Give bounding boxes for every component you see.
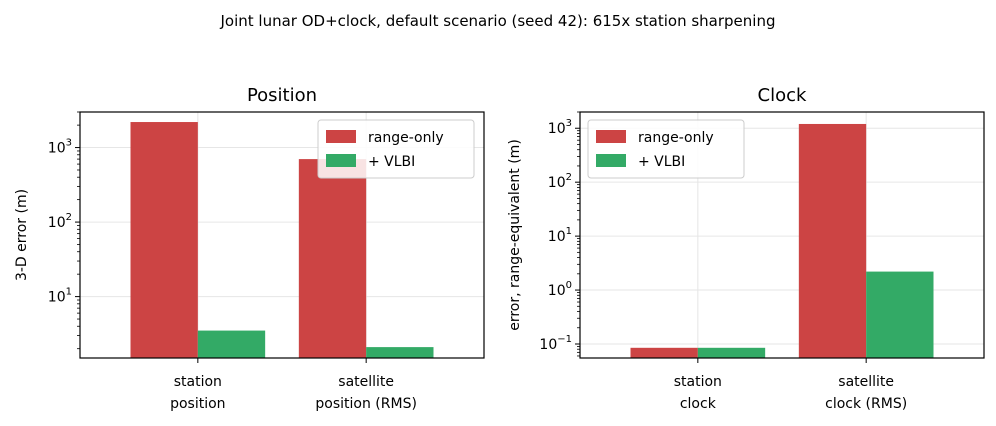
y-tick-label: 10−1 xyxy=(539,334,572,353)
y-axis-label: 3-D error (m) xyxy=(14,189,30,281)
y-tick-label: 101 xyxy=(48,287,72,306)
panel-title: Clock xyxy=(758,85,807,106)
bar-vlbi-2 xyxy=(866,271,934,358)
bar-range-only-1 xyxy=(630,347,698,358)
legend-label: range-only xyxy=(638,130,714,146)
y-tick-base: 10 xyxy=(48,290,66,306)
y-tick-base: 10 xyxy=(548,283,566,299)
x-category-label-line2: clock xyxy=(680,396,717,412)
legend: range-only + VLBI xyxy=(587,119,745,179)
y-tick-exponent: 0 xyxy=(566,280,572,291)
y-tick-base: 10 xyxy=(539,337,557,353)
x-category-label-line2: position xyxy=(170,396,225,412)
y-tick-base: 10 xyxy=(548,175,566,191)
y-tick-label: 100 xyxy=(548,280,572,299)
y-tick-label: 102 xyxy=(548,172,572,191)
bar-vlbi-1 xyxy=(697,347,766,358)
legend-swatch xyxy=(326,154,356,167)
y-tick-exponent: 1 xyxy=(66,287,72,298)
x-category-label-line1: satellite xyxy=(838,374,894,390)
axes-frame xyxy=(79,111,485,359)
y-tick-label: 103 xyxy=(548,118,572,137)
bar-vlbi-1 xyxy=(197,330,266,358)
y-axis-label: error, range-equivalent (m) xyxy=(507,139,523,331)
y-tick-base: 10 xyxy=(548,229,566,245)
bar-range-only-1 xyxy=(130,122,198,359)
legend-label: + VLBI xyxy=(638,154,685,170)
y-tick-exponent: 3 xyxy=(66,138,72,149)
x-category-label-line1: station xyxy=(174,374,222,390)
y-tick-exponent: 2 xyxy=(566,172,572,183)
legend-swatch xyxy=(326,130,356,143)
y-tick-exponent: 3 xyxy=(566,118,572,129)
chart-panel-2: 10−1100101102103stationclocksatelliteclo… xyxy=(507,85,985,412)
x-category-label-line1: station xyxy=(674,374,722,390)
y-tick-exponent: 1 xyxy=(566,226,572,237)
chart-panel-1: 101102103stationpositionsatellitepositio… xyxy=(14,85,485,412)
legend-swatch xyxy=(596,154,626,167)
y-tick-label: 101 xyxy=(548,226,572,245)
x-category-label-line2: position (RMS) xyxy=(315,396,417,412)
bar-vlbi-2 xyxy=(366,347,434,358)
legend-box xyxy=(587,119,745,179)
y-tick-exponent: −1 xyxy=(557,334,572,345)
legend-label: + VLBI xyxy=(368,154,415,170)
x-category-label-line1: satellite xyxy=(338,374,394,390)
bar-range-only-2 xyxy=(298,159,367,358)
x-category-label-line2: clock (RMS) xyxy=(825,396,907,412)
legend-label: range-only xyxy=(368,130,444,146)
legend-box xyxy=(317,119,475,179)
panel-title: Position xyxy=(247,85,317,106)
y-tick-base: 10 xyxy=(48,215,66,231)
figure-title: Joint lunar OD+clock, default scenario (… xyxy=(219,12,775,30)
y-tick-label: 102 xyxy=(48,212,72,231)
y-tick-exponent: 2 xyxy=(66,212,72,223)
bar-range-only-2 xyxy=(798,123,867,359)
legend-swatch xyxy=(596,130,626,143)
y-tick-base: 10 xyxy=(48,141,66,157)
axes-frame xyxy=(579,111,985,359)
y-tick-base: 10 xyxy=(548,121,566,137)
y-tick-label: 103 xyxy=(48,138,72,157)
legend: range-only + VLBI xyxy=(317,119,475,179)
